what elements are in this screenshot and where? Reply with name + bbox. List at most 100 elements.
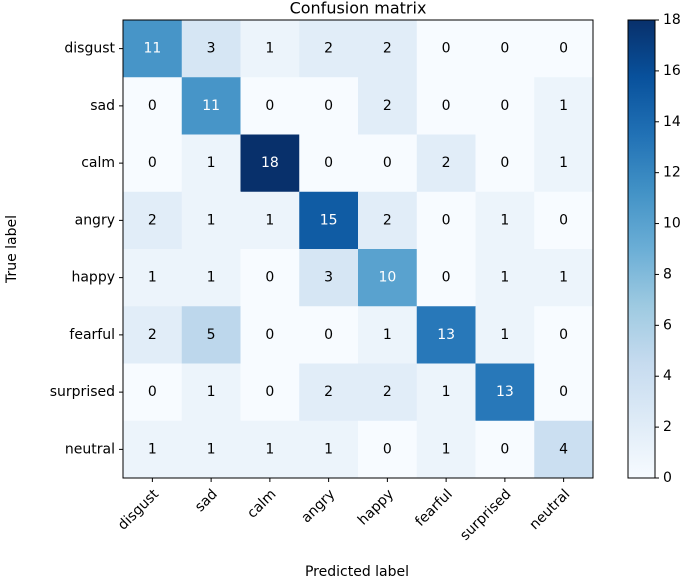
- cell-label: 0: [324, 327, 333, 343]
- cell: [534, 191, 594, 250]
- cell: [358, 363, 418, 422]
- chart-title: Confusion matrix: [290, 0, 427, 18]
- cell-label: 13: [437, 327, 455, 343]
- cell-label: 0: [324, 155, 333, 171]
- cell-label: 3: [207, 41, 216, 57]
- cell: [123, 420, 183, 479]
- cell: [123, 134, 183, 193]
- cell-label: 2: [383, 98, 392, 114]
- cell-label: 0: [500, 155, 509, 171]
- cell: [358, 420, 418, 479]
- cell: [299, 20, 359, 78]
- x-tick-label: surprised: [457, 486, 514, 543]
- cell-label: 2: [383, 212, 392, 228]
- cell-label: 1: [265, 41, 274, 57]
- cell-label: 1: [207, 270, 216, 286]
- cell: [123, 306, 183, 364]
- x-tick-label: angry: [298, 486, 338, 526]
- plot-frame: [122, 19, 594, 479]
- cell-label: 1: [207, 212, 216, 228]
- cell: [475, 249, 535, 307]
- cell-label: 1: [148, 441, 157, 457]
- cell-label: 5: [207, 327, 216, 343]
- cell: [416, 191, 476, 250]
- cell-label: 15: [320, 212, 338, 228]
- cell: [240, 20, 300, 78]
- cell: [240, 191, 300, 250]
- cell: [475, 306, 535, 364]
- y-tick-label: surprised: [50, 384, 115, 400]
- cell: [416, 249, 476, 307]
- y-tick-label: disgust: [64, 41, 115, 57]
- cell-label: 1: [559, 155, 568, 171]
- cell: [240, 77, 300, 135]
- cell-label: 0: [383, 155, 392, 171]
- cell-label: 0: [500, 441, 509, 457]
- colorbar-tick-label: 0: [663, 470, 672, 486]
- cell-label: 0: [265, 98, 274, 114]
- cell-label: 0: [442, 98, 451, 114]
- cell: [299, 134, 359, 193]
- cell-label: 0: [559, 327, 568, 343]
- cell: [358, 306, 418, 364]
- cell-label: 1: [442, 384, 451, 400]
- cell-label: 2: [148, 212, 157, 228]
- cell: [299, 363, 359, 422]
- cell: [240, 134, 300, 193]
- colorbar-tick-label: 16: [663, 63, 681, 79]
- cell: [299, 191, 359, 250]
- cell-label: 2: [148, 327, 157, 343]
- cell-label: 0: [265, 270, 274, 286]
- cell: [181, 363, 241, 422]
- cell-label: 1: [500, 327, 509, 343]
- cell-label: 11: [143, 41, 161, 57]
- cell-label: 1: [559, 98, 568, 114]
- colorbar-tick-label: 6: [663, 317, 672, 333]
- x-tick-label: fearful: [412, 486, 456, 530]
- cell: [123, 363, 183, 422]
- cell: [475, 363, 535, 422]
- cell: [416, 20, 476, 78]
- cell: [416, 306, 476, 364]
- cell: [475, 134, 535, 193]
- cell: [358, 191, 418, 250]
- cell: [181, 420, 241, 479]
- cell: [240, 306, 300, 364]
- cell: [240, 363, 300, 422]
- cell: [534, 134, 594, 193]
- cell: [123, 77, 183, 135]
- x-tick-label: happy: [355, 486, 397, 528]
- cell: [358, 249, 418, 307]
- cell: [299, 306, 359, 364]
- cell: [475, 20, 535, 78]
- cell-label: 0: [442, 270, 451, 286]
- cell-label: 0: [148, 384, 157, 400]
- cell: [240, 420, 300, 479]
- cell-label: 0: [383, 441, 392, 457]
- cell: [299, 420, 359, 479]
- cell-label: 0: [265, 327, 274, 343]
- cell-label: 3: [324, 270, 333, 286]
- cell-label: 1: [442, 441, 451, 457]
- x-tick-label: sad: [192, 486, 221, 515]
- cell-label: 1: [324, 441, 333, 457]
- colorbar-tick-label: 10: [663, 216, 681, 232]
- cell: [358, 20, 418, 78]
- cell-label: 1: [383, 327, 392, 343]
- colorbar: [627, 19, 656, 479]
- y-tick-label: angry: [75, 212, 115, 228]
- cell: [416, 77, 476, 135]
- cell: [358, 77, 418, 135]
- x-tick-label: disgust: [115, 486, 162, 533]
- cell-label: 0: [324, 98, 333, 114]
- cell: [416, 134, 476, 193]
- cell-label: 0: [559, 212, 568, 228]
- cell: [534, 77, 594, 135]
- cell: [416, 420, 476, 479]
- cell-label: 11: [202, 98, 220, 114]
- cell-label: 0: [265, 384, 274, 400]
- cell: [475, 420, 535, 479]
- cell-label: 10: [378, 270, 396, 286]
